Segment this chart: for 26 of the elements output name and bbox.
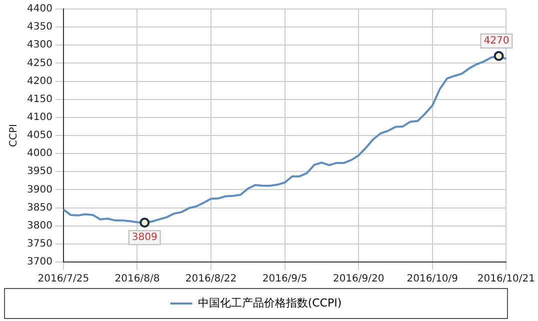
y-tick-label: 4400	[26, 4, 52, 15]
y-tick-label: 4000	[26, 148, 52, 160]
x-tick-label: 2016/10/9	[406, 274, 458, 285]
legend-label: 中国化工产品价格指数(CCPI)	[198, 296, 342, 310]
x-tick-label: 2016/10/21	[477, 274, 535, 285]
y-tick-label: 3800	[26, 220, 52, 232]
y-tick-label: 4250	[26, 58, 52, 69]
annotation: 3809	[132, 232, 158, 244]
y-tick-label: 4300	[26, 40, 52, 51]
y-axis-title: CCPI	[8, 124, 20, 147]
y-tick-label: 3950	[26, 166, 52, 178]
y-tick-label: 4200	[26, 76, 52, 87]
x-tick-label: 2016/8/22	[185, 274, 237, 285]
x-tick-label: 2016/9/5	[262, 274, 308, 285]
x-tick-label: 2016/9/20	[332, 274, 384, 285]
y-tick-label: 4100	[26, 112, 52, 124]
y-tick-label: 4350	[26, 22, 52, 33]
y-tick-label: 3750	[26, 238, 52, 250]
x-tick-label: 2016/8/8	[114, 274, 160, 285]
y-tick-label: 3700	[26, 256, 52, 268]
y-tick-label: 3850	[26, 202, 52, 214]
x-tick-label: 2016/7/25	[38, 274, 90, 285]
y-tick-label: 4050	[26, 130, 52, 142]
y-tick-label: 4150	[26, 94, 52, 105]
y-tick-label: 3900	[26, 184, 52, 196]
annotation: 4270	[484, 36, 510, 47]
